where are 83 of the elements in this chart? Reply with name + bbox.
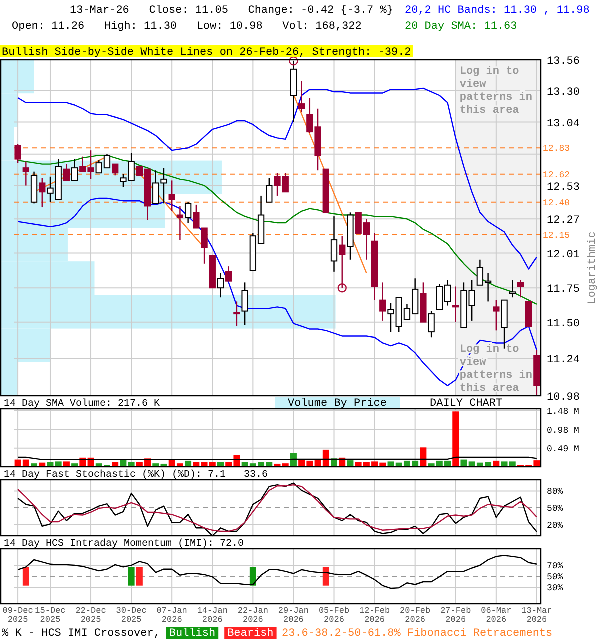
y-tick-label: 13.04 bbox=[547, 118, 580, 130]
y-tick-label: 50% bbox=[547, 504, 564, 514]
y-tick-label: 11.75 bbox=[547, 284, 580, 296]
bar bbox=[460, 460, 468, 467]
y-tick-label: 13.56 bbox=[547, 56, 580, 68]
ref-line-label: 12.15 bbox=[543, 230, 570, 241]
candlestick bbox=[242, 282, 248, 326]
candlestick bbox=[226, 266, 232, 282]
candlestick bbox=[22, 161, 30, 186]
text: Bullish Side-by-Side White Lines on 26-Feb-26, Strength: -39.2 bbox=[2, 47, 412, 59]
text: Bullish bbox=[169, 628, 216, 640]
bar bbox=[420, 448, 427, 467]
bar bbox=[185, 460, 192, 467]
text: 20 Day SMA: 11.63 bbox=[405, 21, 518, 33]
candlestick bbox=[112, 164, 119, 176]
candlestick bbox=[517, 279, 524, 298]
x-tick-label: 07-Jan 2026 bbox=[156, 606, 188, 625]
y-tick-label: 10.98 bbox=[547, 392, 580, 404]
y-tick-label: 13.30 bbox=[547, 86, 580, 99]
candlestick bbox=[266, 178, 273, 203]
bar bbox=[63, 462, 70, 467]
chart-title: 14 Day HCS Intraday Momentum (IMI): 72.0 bbox=[4, 538, 244, 550]
annotation: DAILY CHART bbox=[430, 398, 504, 410]
candlestick bbox=[176, 206, 184, 241]
y-tick-label: 80% bbox=[547, 487, 564, 498]
x-tick-label: 22-Dec 2025 bbox=[76, 606, 106, 625]
candlestick bbox=[14, 144, 22, 164]
text: 23.6-38.2-50-61.8% Fibonacci Retracements bbox=[282, 628, 553, 640]
x-tick-label: 06-Mar 2026 bbox=[481, 606, 512, 625]
y-tick-label: 12.01 bbox=[547, 249, 580, 262]
y-axis-title: Logarithmic bbox=[587, 232, 599, 304]
y-tick-label: 11.50 bbox=[547, 318, 580, 330]
chart-title: 14 Day Fast Stochastic (%K) (%D): 7.1 33.6 bbox=[4, 469, 268, 481]
ref-line-label: 12.62 bbox=[543, 170, 570, 180]
candlestick bbox=[234, 301, 240, 328]
candlestick bbox=[428, 310, 435, 338]
bar bbox=[55, 462, 62, 467]
candlestick bbox=[493, 300, 500, 332]
y-tick-label: 1.48 M bbox=[547, 406, 580, 417]
ref-line-label: 12.40 bbox=[543, 198, 570, 208]
candlestick bbox=[217, 272, 224, 298]
x-tick-label: 13-Mar 2026 bbox=[522, 606, 552, 625]
bar bbox=[347, 460, 354, 467]
candlestick bbox=[509, 279, 516, 298]
x-tick-label: 05-Feb 2026 bbox=[318, 606, 350, 625]
candlestick bbox=[380, 282, 386, 322]
candlestick bbox=[39, 178, 46, 208]
chart-title: 13-Mar-26 Close: 11.05 Change: -0.42 {-3.7 %} bbox=[70, 5, 394, 17]
x-tick-label: 22-Jan 2026 bbox=[238, 606, 268, 625]
legend-title: % K - HCS IMI Crossover, bbox=[2, 628, 160, 640]
candlestick bbox=[63, 164, 70, 182]
candlestick bbox=[298, 80, 306, 114]
text: 20,2 HC Bands: 11.30 , 11.98 bbox=[405, 5, 590, 17]
x-tick-label: 14-Jan 2026 bbox=[197, 606, 228, 625]
bar bbox=[493, 460, 500, 467]
text: Bearish bbox=[228, 628, 274, 640]
chart-subtitle: Open: 11.26 High: 11.30 Low: 10.98 Vol: 168,322 bbox=[12, 21, 362, 33]
x-tick-label: 27-Feb 2026 bbox=[440, 606, 472, 625]
candlestick bbox=[330, 216, 338, 273]
x-tick-label: 15-Dec 2025 bbox=[35, 606, 66, 625]
y-tick-label: 20% bbox=[547, 520, 564, 531]
y-tick-label: 12.53 bbox=[547, 182, 580, 194]
y-tick-label: 70% bbox=[547, 562, 564, 572]
candlestick bbox=[168, 180, 176, 212]
y-tick-label: 0.98 M bbox=[547, 426, 580, 436]
text: Log in to view patterns in this area bbox=[460, 66, 532, 117]
y-tick-label: 0.49 M bbox=[547, 444, 580, 454]
y-tick-label: 30% bbox=[547, 584, 564, 594]
candlestick bbox=[71, 158, 78, 182]
x-tick-label: 09-Dec 2025 bbox=[2, 606, 34, 625]
y-tick-label: 11.24 bbox=[547, 354, 580, 367]
line-series bbox=[17, 555, 538, 590]
bar bbox=[452, 412, 460, 467]
y-tick-label: 50% bbox=[547, 572, 564, 582]
x-tick-label: 29-Jan 2026 bbox=[278, 606, 310, 625]
chart-title: 14 Day SMA Volume: 217.6 K bbox=[4, 398, 160, 410]
ref-line-label: 12.83 bbox=[543, 144, 570, 154]
text: Volume By Price bbox=[288, 398, 388, 410]
x-tick-label: 20-Feb 2026 bbox=[400, 606, 431, 625]
y-tick-label: 12.27 bbox=[547, 215, 580, 228]
x-tick-label: 30-Dec 2025 bbox=[116, 606, 147, 625]
candlestick bbox=[184, 202, 192, 224]
x-tick-label: 12-Feb 2026 bbox=[359, 606, 390, 625]
